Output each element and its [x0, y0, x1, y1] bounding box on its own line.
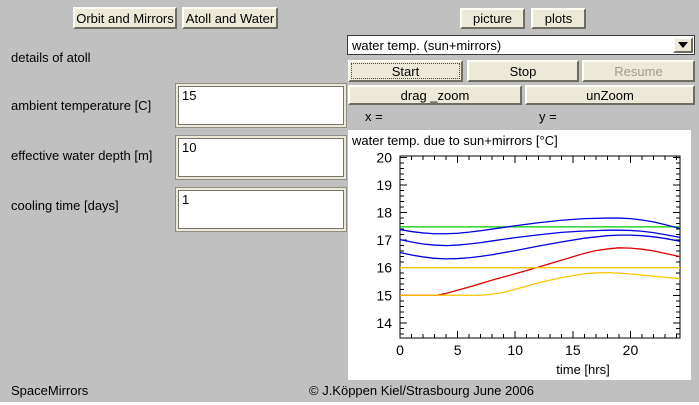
orbit-and-mirrors-button[interactable]: Orbit and Mirrors	[73, 7, 177, 29]
y-tick-label: 17	[376, 232, 392, 248]
y-tick-label: 18	[376, 205, 392, 221]
x-coordinate-readout: x =	[365, 109, 383, 124]
picture-button[interactable]: picture	[460, 8, 525, 29]
x-axis-label: time [hrs]	[556, 362, 609, 377]
dropdown-arrow-button[interactable]	[673, 37, 693, 53]
series-line-2	[399, 229, 681, 247]
x-tick-label: 0	[396, 342, 404, 358]
plot-frame	[399, 155, 681, 339]
chevron-down-icon	[678, 42, 688, 48]
y-tick-label: 19	[376, 177, 392, 193]
y-coordinate-readout: y =	[539, 109, 557, 124]
ambient-temperature-input[interactable]: 15	[178, 86, 344, 125]
y-tick-label: 14	[376, 315, 392, 331]
cooling-time-input[interactable]: 1	[178, 190, 344, 229]
x-tick-label: 10	[507, 342, 523, 358]
chart-title: water temp. due to sun+mirrors [°C]	[352, 133, 558, 148]
plot-selector-value: water temp. (sun+mirrors)	[352, 37, 502, 53]
y-tick-label: 16	[376, 260, 392, 276]
series-line-1	[399, 217, 681, 235]
y-tick-label: 20	[376, 149, 392, 165]
bottom-edge-strip	[0, 402, 699, 405]
app-name-label: SpaceMirrors	[11, 383, 89, 398]
series-line-3	[399, 234, 681, 260]
series-line-6	[400, 271, 681, 296]
x-tick-label: 15	[565, 342, 581, 358]
stop-button[interactable]: Stop	[467, 60, 579, 82]
ambient-temperature-field-frame: 15	[175, 83, 347, 128]
effective-water-depth-input[interactable]: 10	[178, 138, 344, 177]
cooling-time-field-frame: 1	[175, 187, 347, 232]
drag-zoom-button[interactable]: drag _zoom	[348, 85, 522, 105]
effective-water-depth-label: effective water depth [m]	[11, 148, 153, 163]
ambient-temperature-label: ambient temperature [C]	[11, 98, 152, 113]
atoll-and-water-button[interactable]: Atoll and Water	[182, 7, 278, 29]
x-tick-label: 5	[454, 342, 462, 358]
plot-selector-dropdown[interactable]: water temp. (sun+mirrors)	[347, 35, 695, 55]
chart-plot-area[interactable]: 0 5 10 15 20 14 15 16 17 18 19 20 time [hrs]	[348, 130, 691, 380]
start-button[interactable]: Start	[348, 60, 463, 82]
resume-button[interactable]: Resume	[582, 60, 695, 82]
cooling-time-label: cooling time [days]	[11, 198, 119, 213]
unzoom-button[interactable]: unZoom	[525, 85, 695, 105]
copyright-label: © J.Köppen Kiel/Strasbourg June 2006	[309, 383, 534, 398]
x-tick-label: 20	[623, 342, 639, 358]
series-line-4	[400, 247, 681, 296]
details-of-atoll-label: details of atoll	[11, 50, 91, 65]
chart-panel: water temp. due to sun+mirrors [°C] 0 5 10…	[348, 130, 691, 380]
effective-water-depth-field-frame: 10	[175, 135, 347, 180]
y-tick-label: 15	[376, 287, 392, 303]
plots-button[interactable]: plots	[531, 8, 586, 29]
